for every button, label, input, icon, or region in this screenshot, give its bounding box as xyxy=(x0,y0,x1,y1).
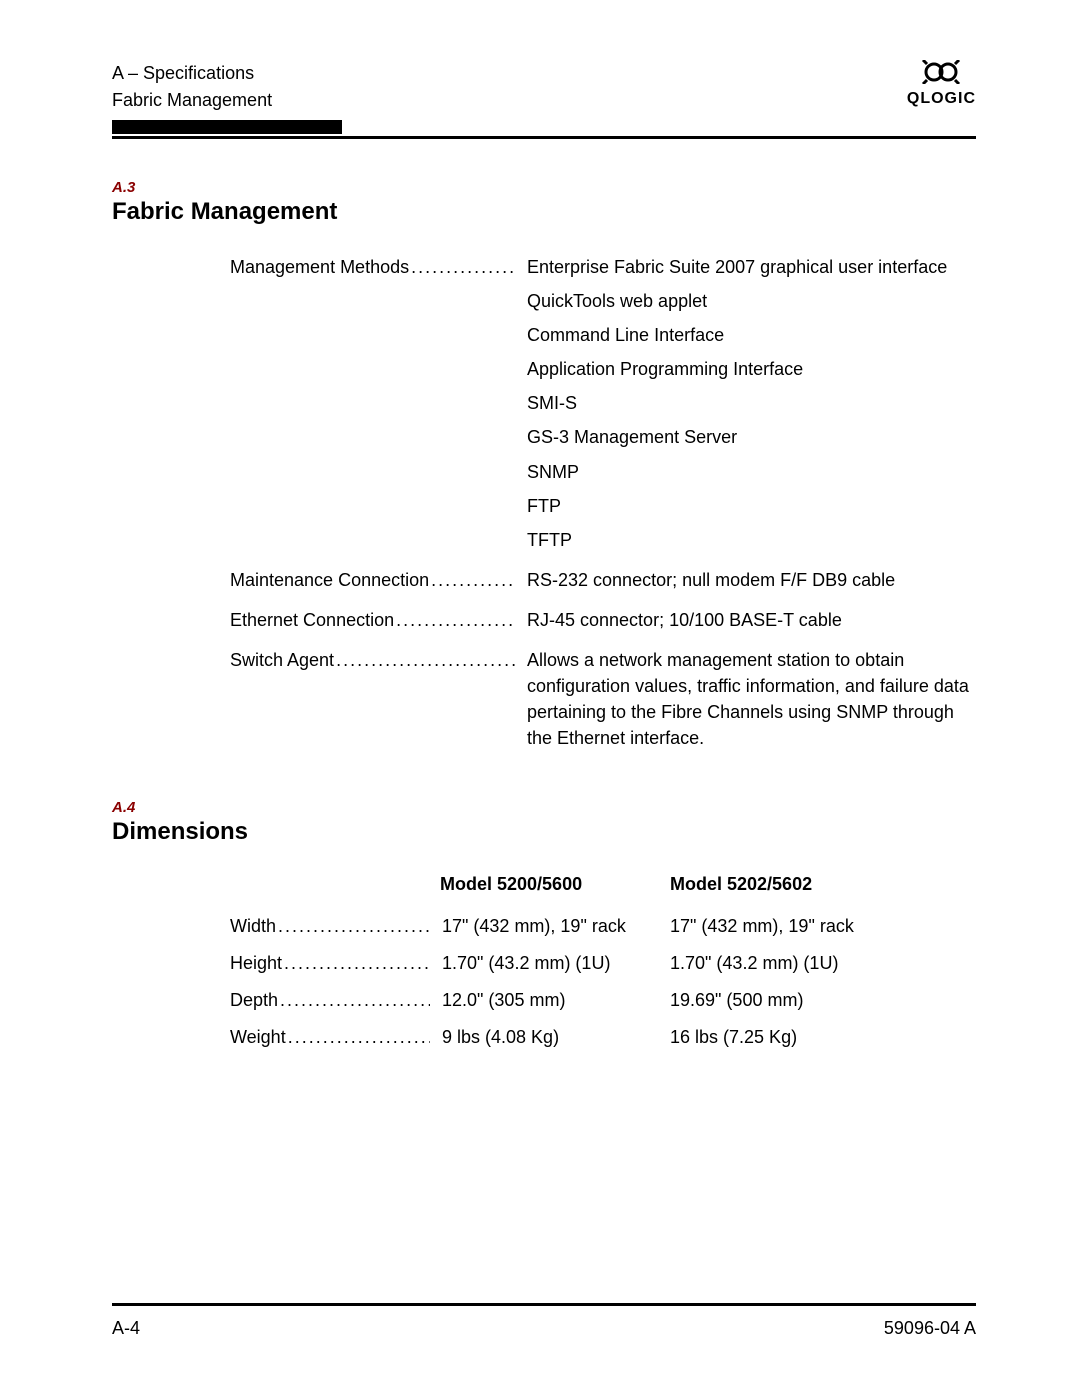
footer-row: A-4 59096-04 A xyxy=(112,1318,976,1339)
table-row: Weight9 lbs (4.08 Kg)16 lbs (7.25 Kg) xyxy=(230,1024,976,1051)
spec-value-item: SNMP xyxy=(527,459,976,485)
spec-value-item: QuickTools web applet xyxy=(527,288,976,314)
spec-value-list: Enterprise Fabric Suite 2007 graphical u… xyxy=(527,254,976,553)
header-rule xyxy=(112,136,976,139)
section-title: Dimensions xyxy=(112,818,976,846)
dimension-value-model-a: 17" (432 mm), 19" rack xyxy=(430,913,670,940)
spec-value: Enterprise Fabric Suite 2007 graphical u… xyxy=(515,254,976,553)
dimension-value-model-b: 1.70" (43.2 mm) (1U) xyxy=(670,950,900,977)
spec-row: Switch AgentAllows a network management … xyxy=(230,647,976,751)
page-footer: A-4 59096-04 A xyxy=(112,1303,976,1339)
table-header-model-a: Model 5200/5600 xyxy=(440,874,670,895)
spec-value-item: TFTP xyxy=(527,527,976,553)
spec-row: Management Methods Enterprise Fabric Suit… xyxy=(230,254,976,553)
footer-page-number: A-4 xyxy=(112,1318,140,1339)
spec-value: Allows a network management station to o… xyxy=(515,647,976,751)
dimension-label: Height xyxy=(230,950,430,977)
section-title: Fabric Management xyxy=(112,198,976,226)
table-row: Width17" (432 mm), 19" rack17" (432 mm),… xyxy=(230,913,976,940)
qlogic-mark-icon xyxy=(907,60,976,88)
brand-name: QLOGIC xyxy=(907,90,976,108)
header-line-1: A – Specifications xyxy=(112,60,272,87)
section-number: A.3 xyxy=(112,179,976,196)
section-dimensions: A.4 Dimensions Model 5200/5600 Model 520… xyxy=(112,799,976,1051)
dimension-value-model-a: 12.0" (305 mm) xyxy=(430,987,670,1014)
spec-value-item: Application Programming Interface xyxy=(527,356,976,382)
dimensions-table: Model 5200/5600 Model 5202/5602 Width17"… xyxy=(230,874,976,1051)
page: A – Specifications Fabric Management QLO… xyxy=(0,0,1080,1051)
header-text-block: A – Specifications Fabric Management xyxy=(112,60,272,114)
header-accent-bar-row xyxy=(112,120,976,134)
table-header-model-b: Model 5202/5602 xyxy=(670,874,900,895)
section-number: A.4 xyxy=(112,799,976,816)
dimension-value-model-b: 16 lbs (7.25 Kg) xyxy=(670,1024,900,1051)
dimension-value-model-a: 9 lbs (4.08 Kg) xyxy=(430,1024,670,1051)
spec-row: Ethernet ConnectionRJ-45 connector; 10/1… xyxy=(230,607,976,633)
spec-label: Ethernet Connection xyxy=(230,607,515,633)
section-fabric-management: A.3 Fabric Management Management Methods… xyxy=(112,179,976,751)
header-line-2: Fabric Management xyxy=(112,87,272,114)
dimension-label: Width xyxy=(230,913,430,940)
spec-value: RS-232 connector; null modem F/F DB9 cab… xyxy=(515,567,976,593)
page-header: A – Specifications Fabric Management QLO… xyxy=(112,60,976,114)
spec-label: Maintenance Connection xyxy=(230,567,515,593)
spec-label: Switch Agent xyxy=(230,647,515,673)
dimension-label: Depth xyxy=(230,987,430,1014)
dimension-value-model-b: 17" (432 mm), 19" rack xyxy=(670,913,900,940)
dimension-value-model-b: 19.69" (500 mm) xyxy=(670,987,900,1014)
table-row: Height1.70" (43.2 mm) (1U)1.70" (43.2 mm… xyxy=(230,950,976,977)
spec-value-item: Enterprise Fabric Suite 2007 graphical u… xyxy=(527,254,976,280)
table-header-empty xyxy=(230,874,440,895)
dimension-value-model-a: 1.70" (43.2 mm) (1U) xyxy=(430,950,670,977)
spec-value-item: SMI-S xyxy=(527,390,976,416)
spec-row: Maintenance ConnectionRS-232 connector; … xyxy=(230,567,976,593)
brand-logo: QLOGIC xyxy=(907,60,976,108)
spec-value-item: Command Line Interface xyxy=(527,322,976,348)
spec-label: Management Methods xyxy=(230,254,515,280)
table-header-row: Model 5200/5600 Model 5202/5602 xyxy=(230,874,976,895)
table-body: Width17" (432 mm), 19" rack17" (432 mm),… xyxy=(230,913,976,1051)
footer-rule xyxy=(112,1303,976,1306)
table-row: Depth12.0" (305 mm)19.69" (500 mm) xyxy=(230,987,976,1014)
spec-value-item: FTP xyxy=(527,493,976,519)
header-accent-bar xyxy=(112,120,342,134)
dimension-label: Weight xyxy=(230,1024,430,1051)
spec-value: RJ-45 connector; 10/100 BASE-T cable xyxy=(515,607,976,633)
spec-value-item: GS-3 Management Server xyxy=(527,424,976,450)
footer-doc-id: 59096-04 A xyxy=(884,1318,976,1339)
spec-list: Management Methods Enterprise Fabric Suit… xyxy=(230,254,976,751)
